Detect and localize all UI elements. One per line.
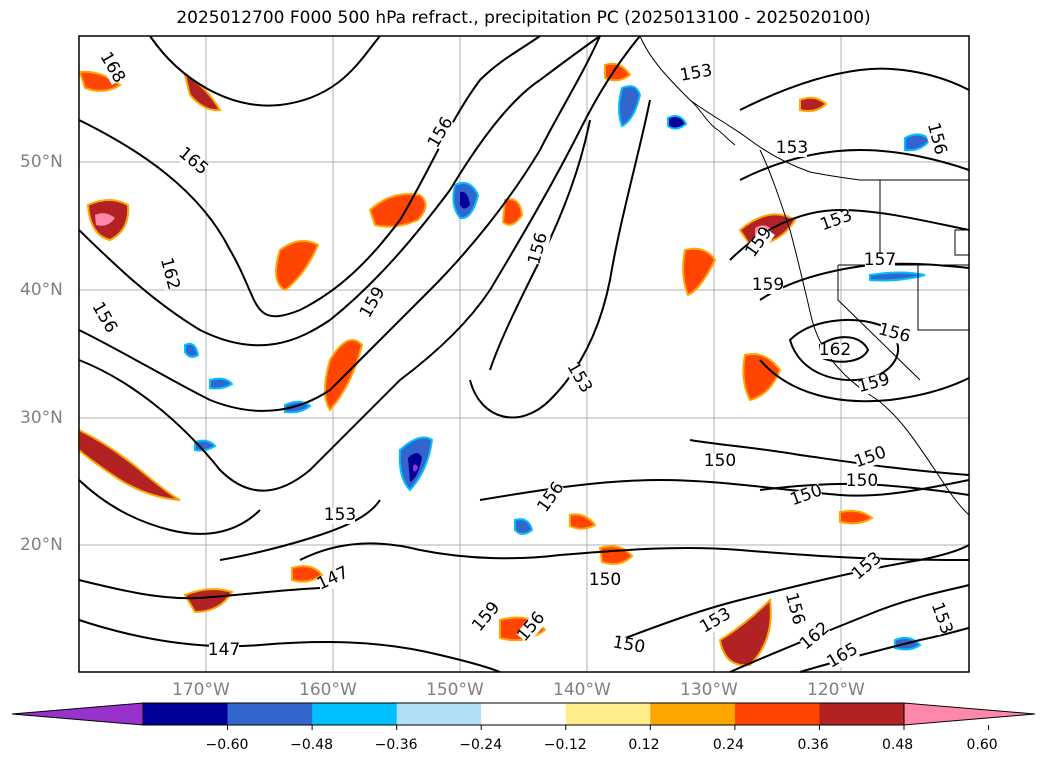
colorbar-tick-label: −0.60 (205, 737, 249, 753)
contour-label: 157 (864, 250, 896, 270)
colorbar-frame (142, 702, 905, 726)
contour-label: 150 (589, 570, 621, 590)
contour-label: 159 (752, 275, 784, 295)
lon-label-160w: 160°W (299, 680, 357, 700)
colorbar-tick-label: 0.36 (797, 737, 829, 753)
colorbar-tick-label: −0.48 (290, 737, 334, 753)
colorbar-segment (734, 703, 820, 725)
colorbar-segment (650, 703, 736, 725)
colorbar-segment (565, 703, 651, 725)
lon-label-170w: 170°W (172, 680, 230, 700)
colorbar-segment (481, 703, 567, 725)
lat-label-30n: 30°N (20, 408, 63, 428)
colorbar-max-extend (903, 702, 1036, 726)
colorbar-tick-label: 0.24 (712, 737, 745, 753)
colorbar-tick-label: −0.24 (459, 737, 503, 753)
colorbar-tick-label: −0.12 (543, 737, 587, 753)
colorbar-tick-label: 0.12 (628, 737, 660, 753)
precip-negative-areas (184, 85, 932, 651)
contour-label: 153 (776, 138, 808, 158)
lon-label-140w: 140°W (553, 680, 611, 700)
contour-label: 153 (324, 505, 356, 525)
lat-label-50n: 50°N (20, 152, 63, 172)
contour-label: 150 (704, 451, 736, 471)
map-frame (78, 35, 970, 673)
colorbar-segment (312, 703, 398, 725)
colorbar-min-extend (11, 702, 144, 726)
lon-label-150w: 150°W (426, 680, 484, 700)
lat-label-40n: 40°N (20, 280, 63, 300)
colorbar-segment (227, 703, 313, 725)
lat-label-20n: 20°N (20, 535, 63, 555)
contour-label: 150 (846, 471, 878, 491)
contour-label: 147 (208, 640, 240, 660)
refractivity-contours (78, 35, 970, 673)
map-title: 2025012700 F000 500 hPa refract., precip… (176, 8, 871, 28)
colorbar-segment (819, 703, 905, 725)
colorbar-tick-label: −0.36 (374, 737, 418, 753)
colorbar-tick-label: 0.60 (966, 737, 998, 753)
colorbar-segment (396, 703, 482, 725)
colorbar-segment (143, 703, 229, 725)
lon-label-120w: 120°W (807, 680, 865, 700)
contour-label: 162 (819, 340, 851, 360)
colorbar-tick-label: 0.48 (882, 737, 914, 753)
colorbar (11, 702, 1036, 730)
lon-label-130w: 130°W (680, 680, 738, 700)
